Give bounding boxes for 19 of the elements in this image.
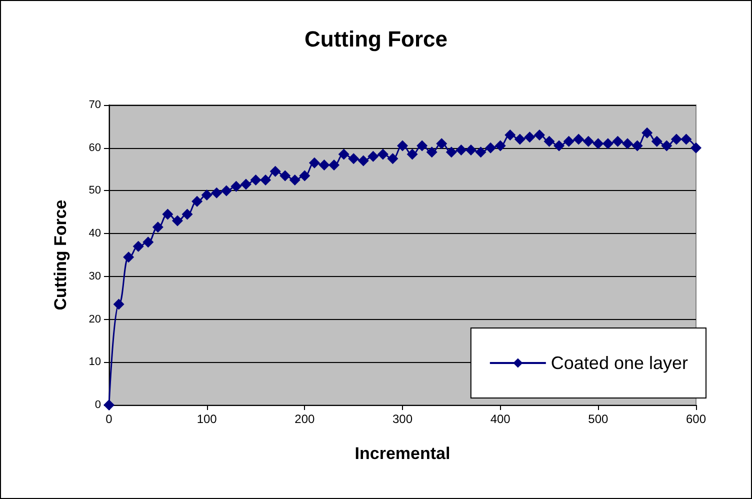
y-tick-label: 30 [88, 270, 101, 282]
x-tick-label: 0 [106, 412, 113, 426]
y-tick-label: 60 [88, 142, 101, 154]
y-tick-label: 70 [88, 99, 101, 111]
chart-title: Cutting Force [304, 26, 448, 52]
x-tick-label: 400 [490, 412, 511, 426]
x-tick-label: 200 [294, 412, 315, 426]
y-tick-label: 50 [88, 184, 101, 197]
x-tick-label: 600 [686, 412, 706, 426]
y-axis-title: Cutting Force [51, 200, 70, 310]
y-tick-label: 20 [88, 313, 101, 326]
y-tick-label: 40 [88, 228, 101, 240]
x-tick-label: 300 [392, 412, 413, 426]
legend-label: Coated one layer [550, 353, 688, 373]
x-axis-title: Incremental [354, 444, 450, 463]
y-tick-label: 0 [94, 399, 101, 411]
x-tick-label: 500 [588, 412, 608, 426]
y-tick-label: 10 [88, 356, 101, 368]
x-tick-label: 100 [196, 412, 218, 426]
